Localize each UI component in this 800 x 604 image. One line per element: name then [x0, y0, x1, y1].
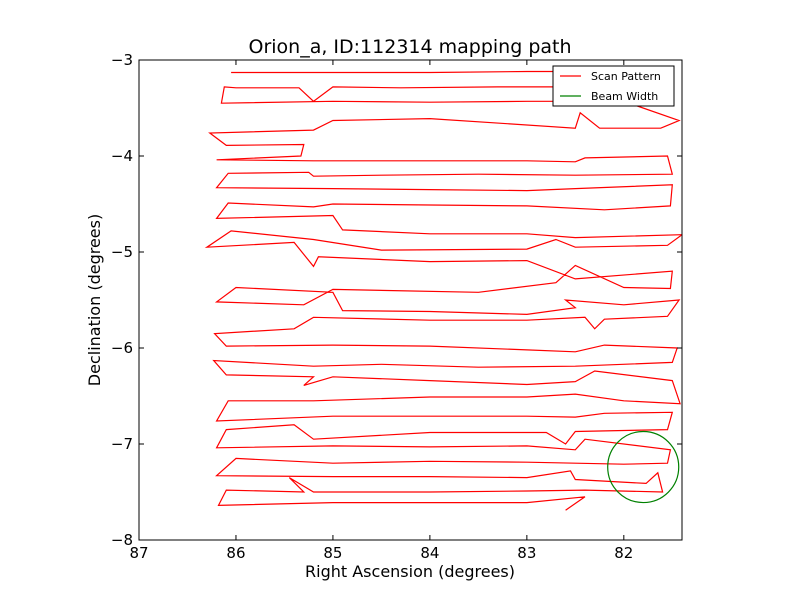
legend-label: Scan Pattern [591, 70, 661, 83]
y-tick-label: −7 [111, 435, 133, 453]
plot-frame [138, 59, 683, 541]
scan-pattern-line [204, 69, 682, 511]
y-axis-label: Declination (degrees) [85, 214, 104, 386]
beam-width-circle [607, 430, 680, 504]
plot-area [204, 69, 682, 511]
legend: Scan Pattern Beam Width [552, 65, 675, 107]
y-tick-label: −6 [111, 339, 133, 357]
y-tick-label: −8 [111, 531, 133, 549]
x-axis-label: Right Ascension (degrees) [305, 562, 515, 581]
x-tick-label: 87 [129, 544, 148, 562]
x-tick-label: 82 [614, 544, 633, 562]
y-tick-label: −3 [111, 51, 133, 69]
x-tick-label: 86 [226, 544, 245, 562]
legend-box [552, 65, 675, 107]
x-tick-label: 84 [420, 544, 439, 562]
x-tick-label: 85 [323, 544, 342, 562]
y-tick-label: −5 [111, 243, 133, 261]
y-tick-label: −4 [111, 147, 133, 165]
x-tick-label: 83 [517, 544, 536, 562]
legend-label: Beam Width [591, 90, 658, 103]
chart-title: Orion_a, ID:112314 mapping path [248, 36, 571, 58]
axis-ticks: 87 86 85 84 83 82 −3 −4 −5 −6 −7 −8 [111, 51, 682, 562]
